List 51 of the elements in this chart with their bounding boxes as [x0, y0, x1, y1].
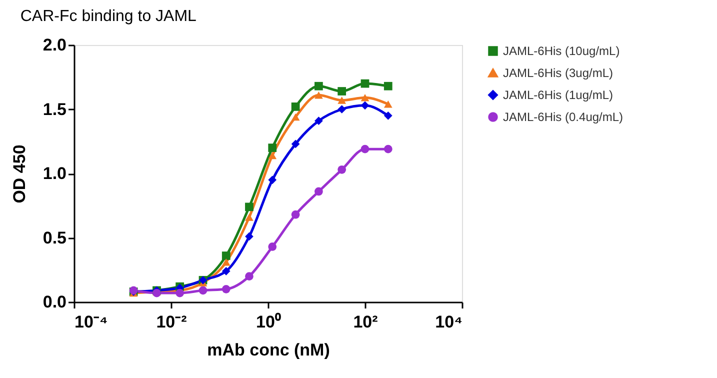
point: [291, 102, 300, 111]
point: [222, 252, 230, 260]
point: [384, 111, 392, 120]
point: [338, 165, 346, 174]
point: [198, 286, 208, 295]
y-tick-label: 1.5: [42, 100, 66, 119]
point: [176, 288, 184, 298]
point: [245, 272, 254, 280]
point: [268, 242, 277, 251]
point: [314, 82, 323, 90]
point: [245, 232, 254, 241]
x-tick-label: 10⁻⁴: [74, 312, 108, 332]
y-tick-label: 2.0: [42, 36, 66, 54]
point: [314, 187, 323, 196]
chart-title: CAR-Fc binding to JAML: [20, 8, 197, 25]
x-tick-label: 10⁻²: [156, 312, 188, 332]
legend-label: JAML-6His (1ug/mL): [503, 88, 614, 102]
point: [291, 210, 300, 219]
x-tick-label: 10⁰: [256, 312, 281, 332]
point: [222, 258, 230, 266]
point: [360, 94, 370, 102]
point: [291, 140, 300, 148]
point: [268, 144, 277, 152]
point: [338, 87, 346, 96]
y-tick-label: 0.5: [42, 228, 66, 248]
point: [384, 144, 392, 154]
point: [222, 284, 230, 294]
point: [384, 100, 392, 108]
point: [360, 144, 370, 154]
y-tick-label: 0.0: [42, 292, 66, 312]
point: [338, 105, 346, 114]
y-tick-label: 1.0: [42, 164, 66, 183]
point: [314, 116, 323, 125]
x-tick-label: 10⁴: [435, 312, 462, 332]
point: [268, 152, 277, 160]
point: [222, 266, 230, 276]
legend-label: JAML-6His (10ug/mL): [503, 44, 620, 58]
legend-label: JAML-6His (0.4ug/mL): [503, 110, 624, 124]
point: [245, 202, 254, 212]
point: [291, 113, 300, 121]
legend-label: JAML-6His (3ug/mL): [503, 66, 614, 80]
point: [384, 82, 392, 90]
point: [268, 176, 277, 184]
point: [360, 101, 370, 110]
point: [338, 96, 346, 104]
y-axis-title: OD 450: [10, 144, 29, 204]
point: [360, 79, 370, 88]
x-tick-label: 10²: [353, 312, 378, 332]
point: [245, 214, 254, 221]
point: [314, 91, 323, 99]
x-axis-title: mAb conc (nM): [207, 340, 330, 360]
